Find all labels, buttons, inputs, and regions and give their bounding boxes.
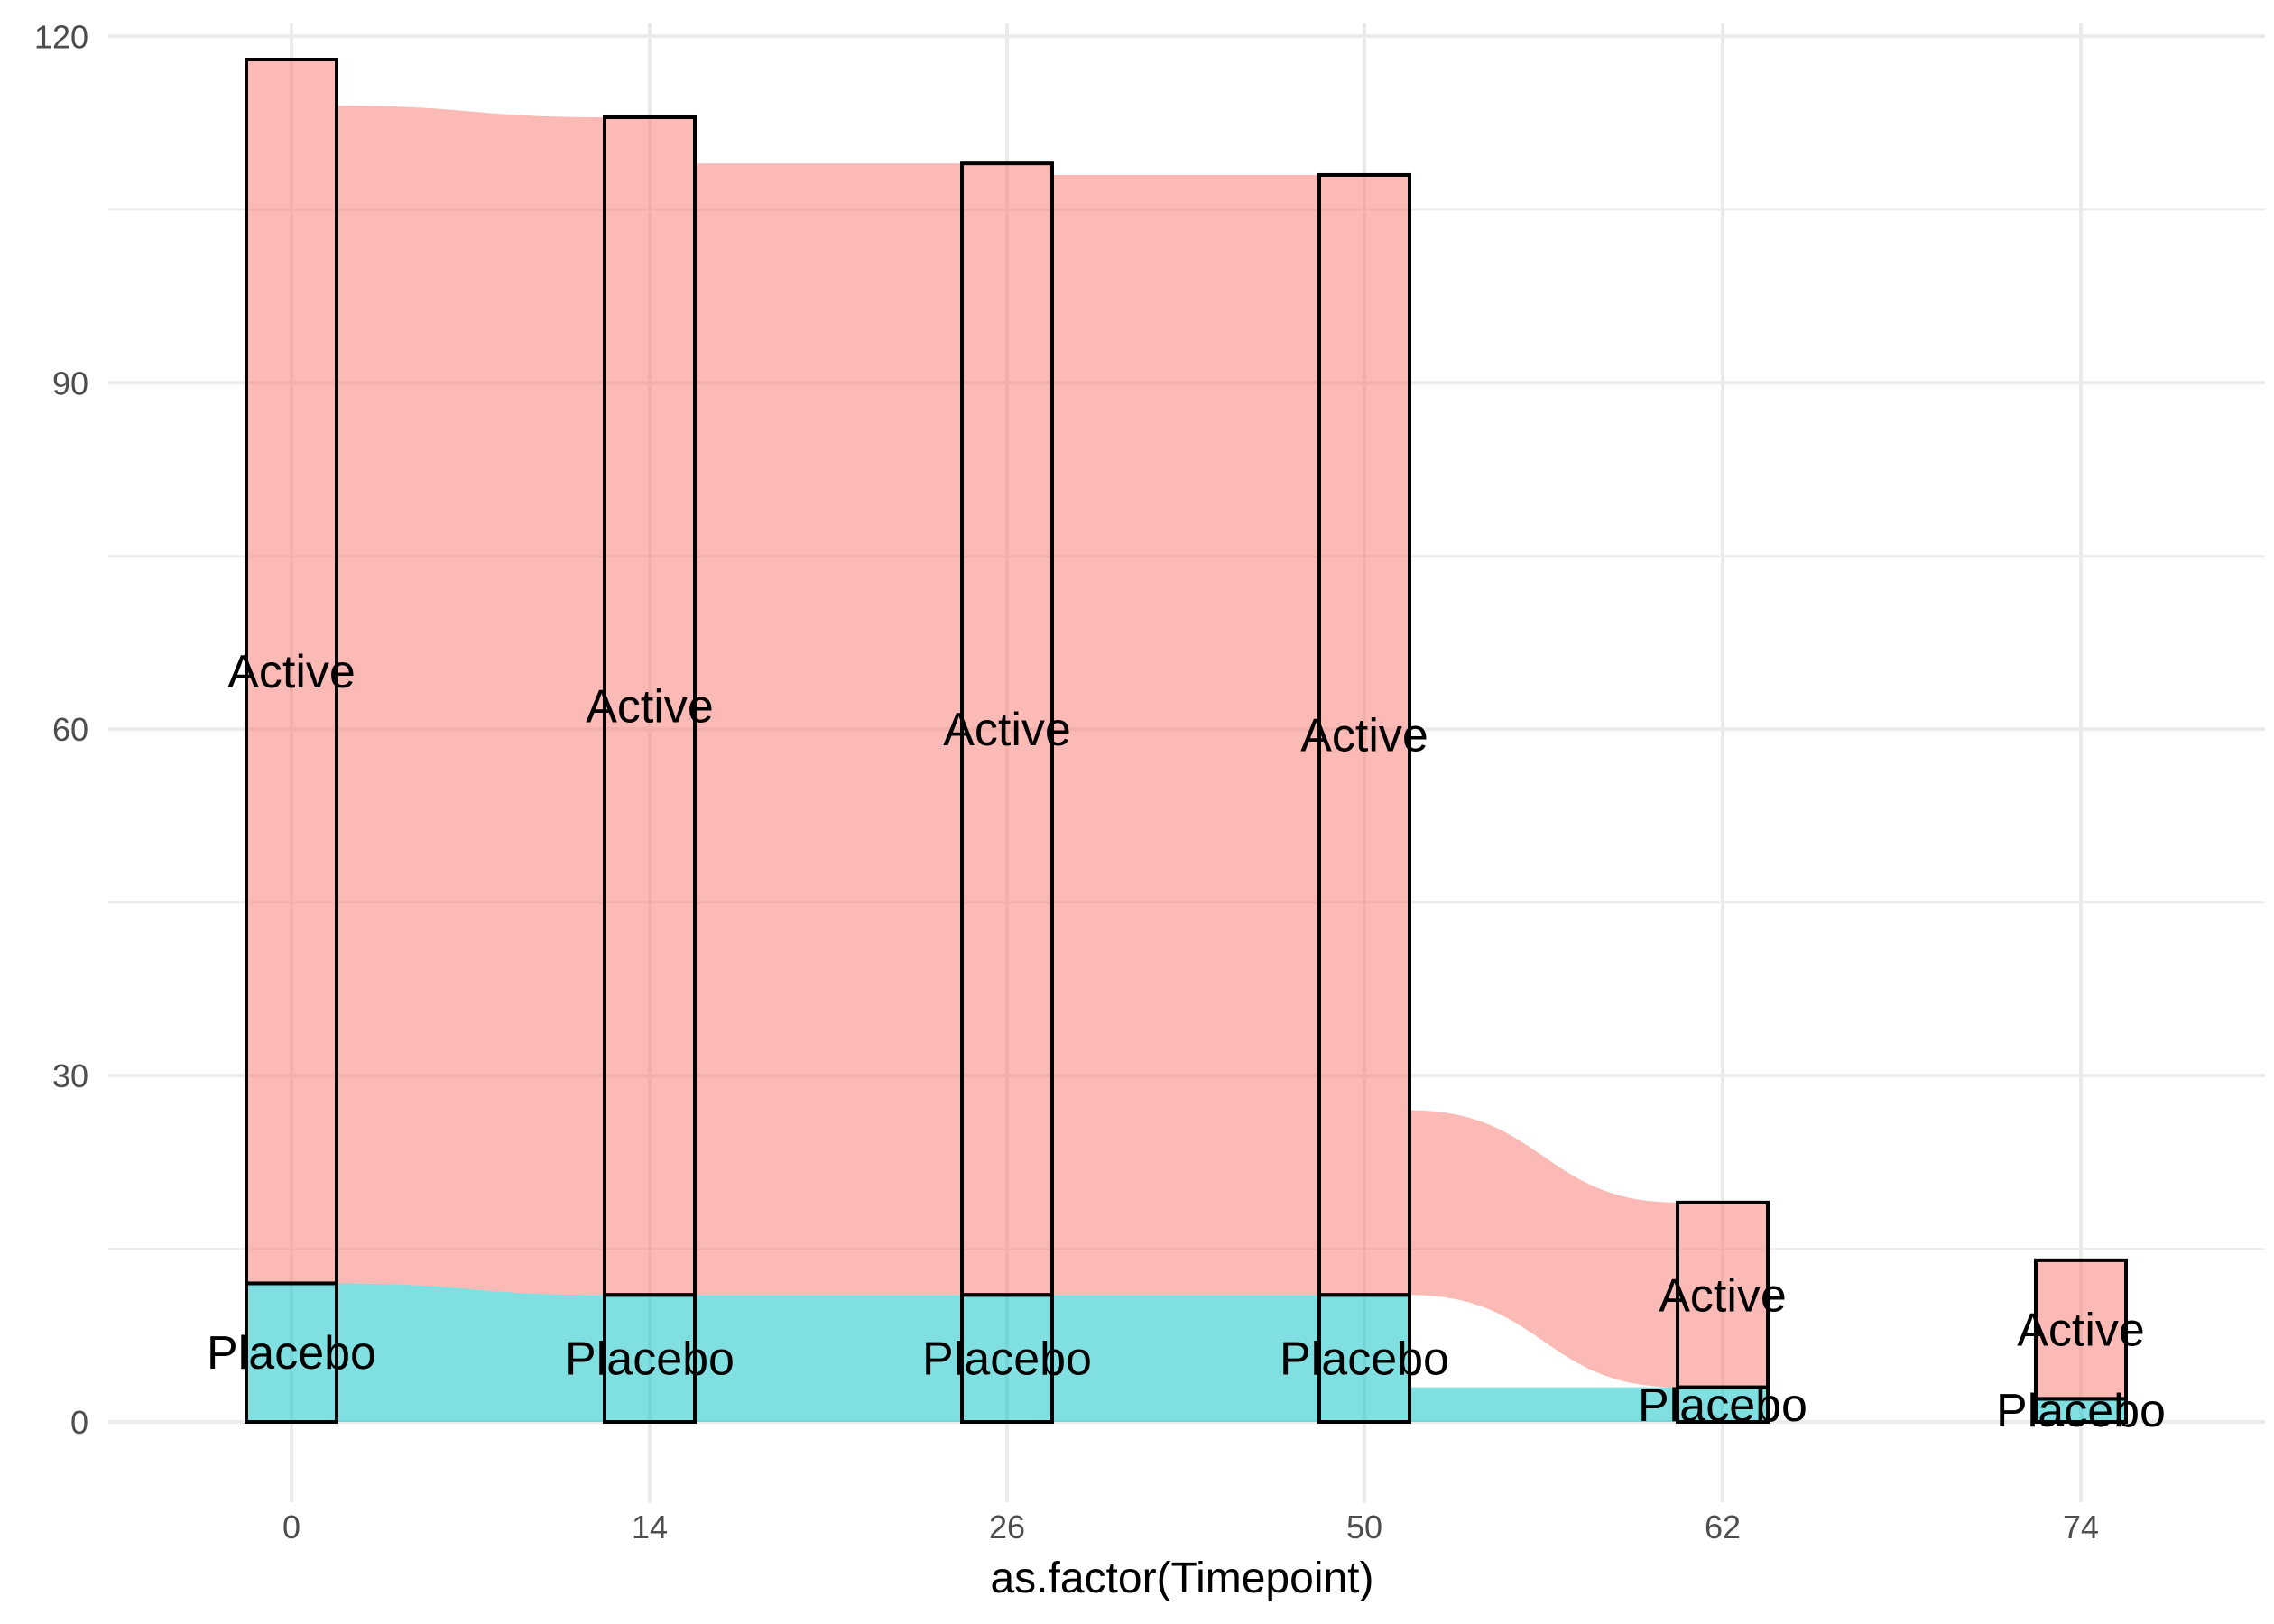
flows [337,106,1678,1423]
x-tick-label: 26 [989,1509,1025,1546]
x-tick-label: 14 [632,1509,668,1546]
x-tick-label: 62 [1705,1509,1741,1546]
stratum-box-active-26 [960,161,1054,1297]
stratum-label-active-26: Active [943,704,1071,756]
stratum-label-active-62: Active [1659,1269,1787,1322]
stratum-box-placebo-74 [2034,1397,2128,1425]
stratum-box-placebo-26 [960,1293,1054,1425]
stratum-label-placebo-62: Placebo [1638,1379,1807,1432]
stratum-box-active-0 [245,57,338,1286]
stratum-label-active-14: Active [586,681,714,734]
flow-active-0-to-14 [337,106,605,1296]
stratum-label-placebo-74: Placebo [1996,1385,2166,1437]
flow-placebo-26-to-50 [1052,1295,1319,1423]
stratum-label-placebo-0: Placebo [207,1327,376,1379]
y-tick-label: 0 [70,1404,88,1441]
flow-placebo-0-to-14 [337,1283,605,1423]
y-tick-label: 90 [52,364,88,401]
stratum-box-placebo-0 [245,1281,338,1425]
strata-boxes [245,57,2128,1425]
flow-active-50-to-62 [1410,1110,1678,1388]
flow-placebo-50-to-62 [1410,1387,1678,1423]
flow-active-26-to-50 [1052,174,1319,1296]
x-tick-label: 0 [282,1509,300,1546]
stratum-label-active-0: Active [227,646,356,698]
flow-active-14-to-26 [695,163,962,1296]
y-tick-label: 30 [52,1057,88,1094]
stratum-box-active-62 [1676,1200,1770,1389]
flow-placebo-14-to-26 [695,1295,962,1423]
stratum-box-active-14 [603,115,697,1297]
x-axis-title: as.factor(Timepoint) [990,1555,1373,1602]
stratum-labels: Placebo Active Placebo Active Placebo Active P… [207,646,2166,1437]
x-tick-label: 74 [2063,1509,2099,1546]
y-tick-label: 120 [34,18,88,55]
axes: 0 30 60 90 120 0 14 26 50 62 74 [34,18,2099,1546]
stratum-box-active-74 [2034,1258,2128,1401]
stratum-box-placebo-14 [603,1293,697,1425]
y-tick-label: 60 [52,711,88,748]
stratum-label-placebo-50: Placebo [1280,1333,1449,1386]
stratum-label-placebo-26: Placebo [922,1333,1092,1386]
stratum-label-placebo-14: Placebo [565,1333,735,1386]
stratum-box-active-50 [1317,172,1411,1297]
stratum-label-active-50: Active [1300,710,1428,762]
x-tick-label: 50 [1346,1509,1382,1546]
stratum-label-active-74: Active [2017,1305,2145,1357]
